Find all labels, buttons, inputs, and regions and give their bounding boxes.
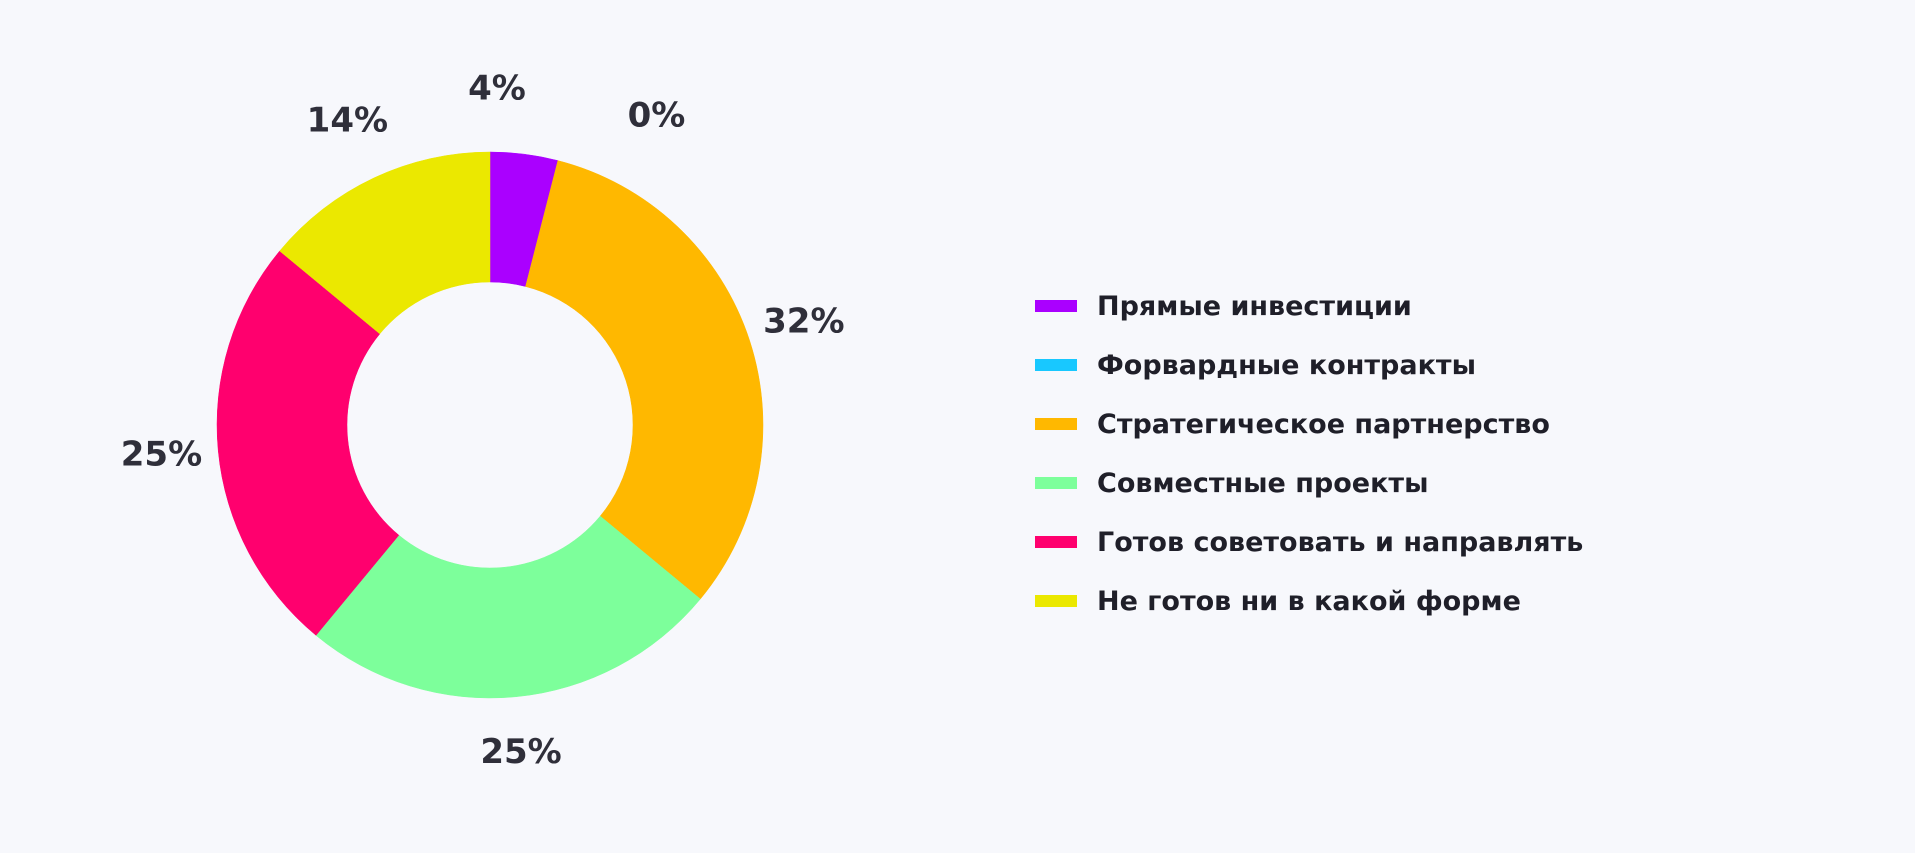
- legend-label: Стратегическое партнерство: [1097, 408, 1550, 440]
- donut-slices: [216, 151, 764, 699]
- legend-swatch: [1035, 359, 1077, 371]
- legend-label: Готов советовать и направлять: [1097, 526, 1584, 558]
- value-label-not-ready: 14%: [307, 100, 388, 140]
- legend-label: Прямые инвестиции: [1097, 290, 1412, 322]
- legend-swatch: [1035, 418, 1077, 430]
- legend-swatch: [1035, 595, 1077, 607]
- legend-swatch: [1035, 300, 1077, 312]
- legend-item-forward-contracts: Форвардные контракты: [1035, 349, 1583, 381]
- value-label-joint-projects: 25%: [480, 732, 561, 772]
- slice-joint-projects: [315, 515, 701, 699]
- slice-ready-to-advise: [216, 250, 400, 636]
- legend-label: Не готов ни в какой форме: [1097, 585, 1521, 617]
- value-label-ready-to-advise: 25%: [121, 435, 202, 475]
- value-label-direct-investments: 4%: [468, 69, 526, 109]
- legend-item-joint-projects: Совместные проекты: [1035, 467, 1583, 499]
- value-label-strategic-partnership: 32%: [763, 302, 844, 342]
- legend-swatch: [1035, 536, 1077, 548]
- legend-item-direct-investments: Прямые инвестиции: [1035, 290, 1583, 322]
- chart-legend: Прямые инвестиции Форвардные контракты С…: [1035, 290, 1584, 646]
- legend-swatch: [1035, 477, 1077, 489]
- legend-item-strategic-partnership: Стратегическое партнерство: [1035, 408, 1583, 440]
- slice-strategic-partnership: [525, 160, 764, 600]
- legend-label: Форвардные контракты: [1097, 349, 1476, 381]
- legend-label: Совместные проекты: [1097, 467, 1429, 499]
- legend-item-not-ready: Не готов ни в какой форме: [1035, 585, 1583, 617]
- value-label-forward-contracts: 0%: [628, 96, 686, 136]
- donut-value-labels: 4% 0% 32% 25% 25% 14%: [121, 69, 845, 772]
- legend-item-ready-to-advise: Готов советовать и направлять: [1035, 526, 1584, 558]
- slice-not-ready: [279, 151, 491, 335]
